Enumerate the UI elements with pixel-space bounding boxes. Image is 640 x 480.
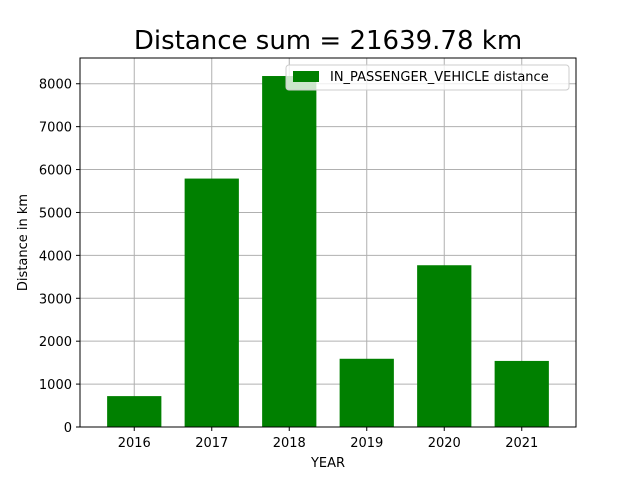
bar-2018 [262,76,317,427]
y-tick-label: 8000 [39,78,72,93]
x-tick-label: 2017 [195,436,228,451]
y-tick-label: 7000 [39,121,72,136]
bar-2017 [184,178,239,427]
x-tick-label: 2019 [350,436,383,451]
bar-2020 [417,265,472,427]
y-tick-label: 2000 [39,335,72,350]
x-tick-label: 2018 [273,436,306,451]
y-axis-label: Distance in km [16,194,31,291]
legend-swatch [293,71,319,82]
x-tick-label: 2016 [118,436,151,451]
x-tick-label: 2020 [428,436,461,451]
legend: IN_PASSENGER_VEHICLE distance [285,64,570,91]
chart-title: Distance sum = 21639.78 km [134,26,522,56]
bar-2019 [339,358,394,427]
y-tick-label: 1000 [39,378,72,393]
bar-2021 [494,360,549,427]
y-tick-label: 5000 [39,206,72,221]
y-tick-label: 0 [64,421,72,436]
y-tick-label: 4000 [39,249,72,264]
plot-frame [79,57,577,428]
bar-group [107,76,549,427]
axis-ticks: 0 1000 2000 3000 4000 5000 6000 7000 8000 2016 201… [39,78,538,451]
bar-2016 [107,396,162,427]
y-tick-label: 3000 [39,292,72,307]
x-tick-label: 2021 [505,436,538,451]
y-tick-label: 6000 [39,164,72,179]
legend-label: IN_PASSENGER_VEHICLE distance [330,70,549,85]
legend-box [285,64,570,91]
x-axis-label: YEAR [310,456,345,471]
